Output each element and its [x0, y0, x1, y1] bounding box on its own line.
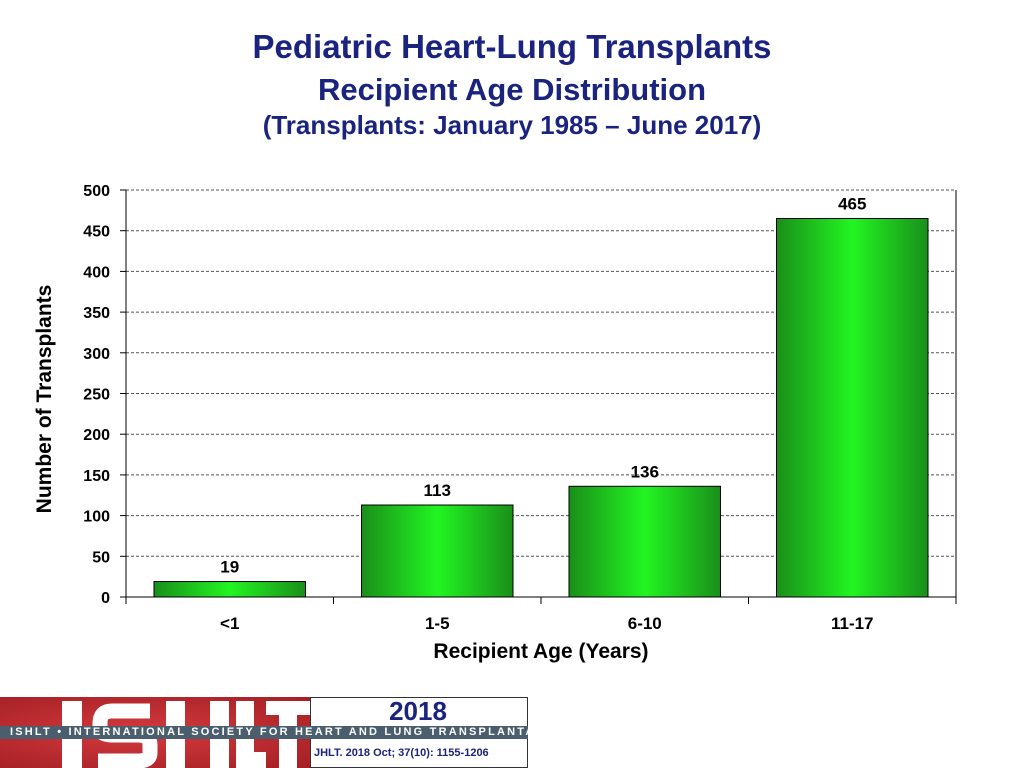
y-tick-label: 500: [83, 183, 110, 200]
y-tick-label: 50: [92, 549, 110, 566]
y-tick-label: 300: [83, 346, 110, 363]
data-label: 19: [220, 558, 239, 577]
data-label: 113: [424, 481, 451, 500]
x-tick-label: <1: [220, 614, 239, 633]
bar-6-10: [568, 485, 721, 598]
bar-11-17: [776, 217, 929, 598]
chart-subtitle: Recipient Age Distribution: [317, 72, 707, 107]
society-name-band: ISHLT • INTERNATIONAL SOCIETY FOR HEART …: [0, 726, 528, 739]
data-label: 136: [631, 462, 659, 481]
bar-<1: [153, 581, 306, 598]
y-tick-label: 0: [101, 590, 110, 607]
y-tick-label: 450: [83, 224, 110, 241]
y-tick-label: 250: [83, 387, 110, 404]
y-tick-label: 400: [83, 264, 110, 281]
bar-1-5: [361, 504, 514, 598]
x-axis-label: Recipient Age (Years): [433, 640, 648, 663]
x-tick-label: 6-10: [628, 614, 662, 633]
y-tick-label: 100: [83, 509, 110, 526]
y-axis-label: Number of Transplants: [33, 285, 56, 514]
x-tick-label: 1-5: [425, 614, 450, 633]
footer-year: 2018: [389, 696, 447, 726]
y-tick-label: 200: [83, 427, 110, 444]
x-tick-label: 11-17: [831, 614, 874, 633]
bar-chart: 19 113 136 465 0 50 100 150 200 250 300 350 400 450 5…: [33, 183, 957, 663]
data-label: 465: [838, 194, 866, 213]
ishlt-logo: ISHLT • INTERNATIONAL SOCIETY FOR HEART …: [0, 697, 528, 768]
y-tick-label: 350: [83, 305, 110, 322]
footer-citation: JHLT. 2018 Oct; 37(10): 1155-1206: [314, 747, 489, 759]
chart-title: Pediatric Heart-Lung Transplants: [252, 28, 772, 65]
y-tick-label: 150: [83, 468, 110, 485]
chart-subtitle-dates: (Transplants: January 1985 – June 2017): [262, 110, 762, 140]
